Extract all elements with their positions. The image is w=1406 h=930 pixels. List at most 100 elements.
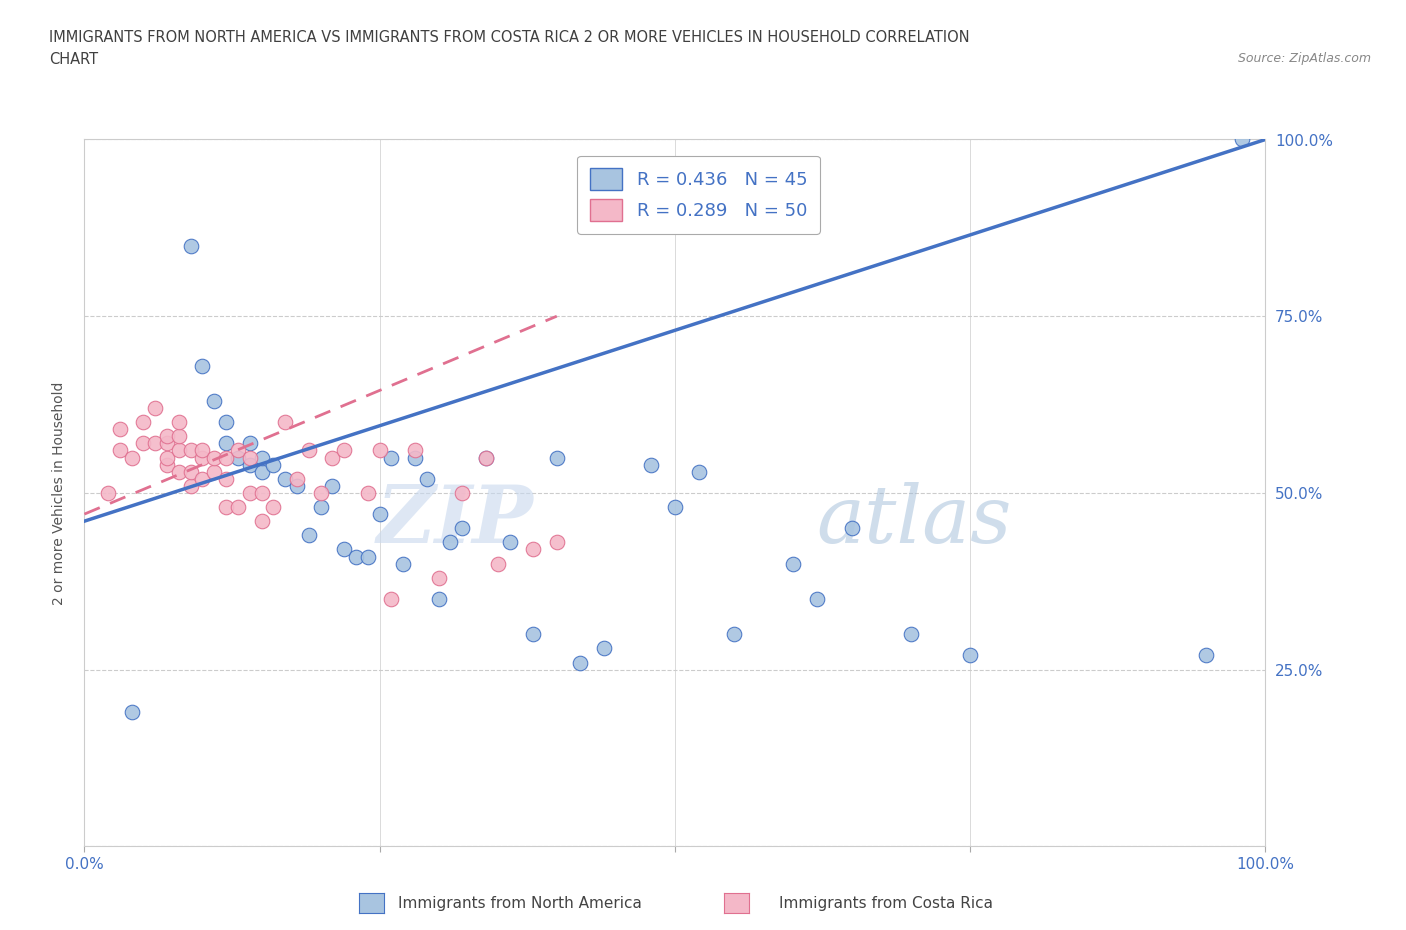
- Point: [357, 485, 380, 500]
- Point: [262, 458, 284, 472]
- Point: [226, 450, 249, 465]
- Point: [546, 450, 568, 465]
- Point: [688, 464, 710, 479]
- Point: [475, 450, 498, 465]
- Point: [143, 436, 166, 451]
- Point: [167, 429, 190, 444]
- Point: [285, 472, 308, 486]
- Point: [226, 443, 249, 458]
- Point: [108, 422, 131, 437]
- Text: Immigrants from North America: Immigrants from North America: [398, 897, 643, 911]
- Point: [167, 415, 190, 430]
- Point: [522, 627, 544, 642]
- Point: [191, 472, 214, 486]
- Point: [498, 535, 520, 550]
- Point: [380, 450, 402, 465]
- Point: [368, 443, 391, 458]
- Point: [806, 591, 828, 606]
- Point: [215, 436, 238, 451]
- Point: [392, 556, 415, 571]
- Text: ZIP: ZIP: [377, 483, 533, 560]
- Point: [167, 464, 190, 479]
- Text: IMMIGRANTS FROM NORTH AMERICA VS IMMIGRANTS FROM COSTA RICA 2 OR MORE VEHICLES I: IMMIGRANTS FROM NORTH AMERICA VS IMMIGRA…: [49, 30, 970, 45]
- Point: [298, 443, 321, 458]
- Point: [321, 450, 343, 465]
- Point: [132, 436, 155, 451]
- Point: [274, 415, 297, 430]
- Point: [285, 478, 308, 493]
- Point: [239, 485, 262, 500]
- Point: [309, 485, 332, 500]
- Point: [841, 521, 863, 536]
- Point: [664, 499, 686, 514]
- Point: [121, 450, 143, 465]
- Point: [723, 627, 745, 642]
- Point: [427, 570, 450, 585]
- Point: [404, 450, 426, 465]
- Point: [274, 472, 297, 486]
- Point: [143, 401, 166, 416]
- Point: [250, 450, 273, 465]
- Point: [486, 556, 509, 571]
- Point: [239, 458, 262, 472]
- Point: [333, 443, 356, 458]
- Point: [321, 478, 343, 493]
- Text: Immigrants from Costa Rica: Immigrants from Costa Rica: [779, 897, 993, 911]
- Point: [439, 535, 461, 550]
- Point: [108, 443, 131, 458]
- Point: [132, 415, 155, 430]
- Y-axis label: 2 or more Vehicles in Household: 2 or more Vehicles in Household: [52, 381, 66, 604]
- Text: Source: ZipAtlas.com: Source: ZipAtlas.com: [1237, 52, 1371, 65]
- Point: [475, 450, 498, 465]
- Point: [250, 513, 273, 528]
- Point: [640, 458, 662, 472]
- Point: [1230, 132, 1253, 147]
- Legend: R = 0.436   N = 45, R = 0.289   N = 50: R = 0.436 N = 45, R = 0.289 N = 50: [576, 155, 820, 234]
- Point: [427, 591, 450, 606]
- Point: [569, 655, 592, 670]
- Point: [593, 641, 616, 656]
- Point: [202, 464, 225, 479]
- Point: [215, 472, 238, 486]
- Point: [180, 238, 202, 253]
- Point: [180, 443, 202, 458]
- Point: [522, 542, 544, 557]
- Point: [546, 535, 568, 550]
- Point: [404, 443, 426, 458]
- Point: [215, 450, 238, 465]
- Point: [380, 591, 402, 606]
- Point: [1195, 648, 1218, 663]
- Point: [215, 499, 238, 514]
- Point: [900, 627, 922, 642]
- Point: [97, 485, 120, 500]
- Point: [262, 499, 284, 514]
- Point: [239, 450, 262, 465]
- Point: [226, 499, 249, 514]
- Point: [167, 443, 190, 458]
- Point: [416, 472, 439, 486]
- Point: [959, 648, 981, 663]
- Text: CHART: CHART: [49, 52, 98, 67]
- Point: [368, 507, 391, 522]
- Point: [156, 458, 179, 472]
- Point: [333, 542, 356, 557]
- Point: [357, 549, 380, 564]
- Point: [191, 443, 214, 458]
- Point: [250, 485, 273, 500]
- Point: [191, 358, 214, 373]
- Point: [451, 485, 474, 500]
- Point: [215, 415, 238, 430]
- Point: [156, 429, 179, 444]
- Point: [782, 556, 804, 571]
- Point: [451, 521, 474, 536]
- Point: [239, 436, 262, 451]
- Point: [202, 450, 225, 465]
- Point: [191, 450, 214, 465]
- Point: [156, 450, 179, 465]
- Point: [156, 436, 179, 451]
- Point: [121, 705, 143, 720]
- Point: [344, 549, 367, 564]
- Point: [298, 528, 321, 543]
- Point: [202, 393, 225, 408]
- Text: atlas: atlas: [817, 483, 1012, 560]
